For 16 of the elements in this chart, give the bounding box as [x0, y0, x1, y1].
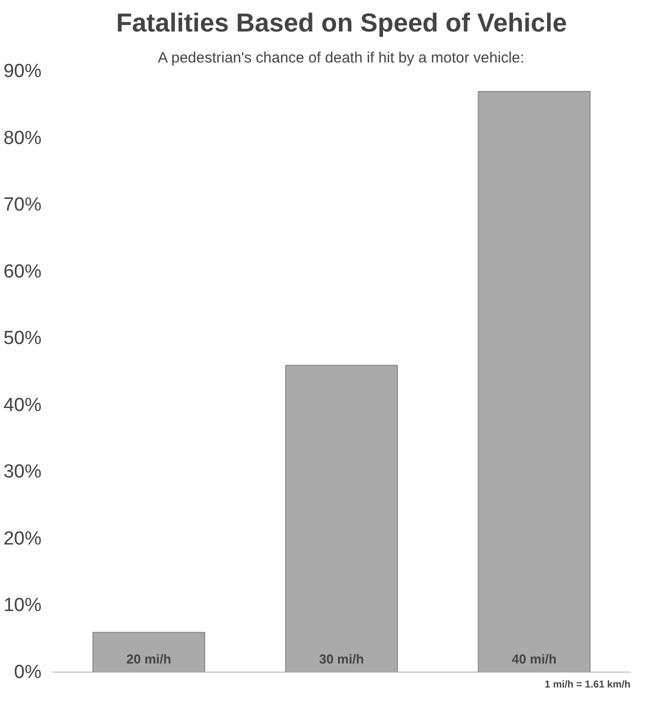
- y-tick-label: 80%: [3, 128, 42, 149]
- y-tick-label: 10%: [3, 595, 42, 616]
- y-tick-label: 90%: [3, 61, 42, 82]
- y-tick-label: 0%: [14, 662, 42, 683]
- x-tick-label: 30 mi/h: [319, 652, 364, 666]
- y-tick-label: 50%: [3, 328, 42, 350]
- y-tick-label: 60%: [3, 261, 42, 282]
- y-tick-label: 20%: [3, 528, 42, 550]
- y-tick-label: 40%: [3, 394, 42, 416]
- y-tick-label: 30%: [3, 462, 42, 483]
- x-tick-label: 40 mi/h: [512, 652, 557, 666]
- y-tick-label: 70%: [3, 194, 42, 216]
- chart-title: Fatalities Based on Speed of Vehicle: [116, 8, 567, 38]
- x-tick-label: 20 mi/h: [126, 652, 172, 666]
- text: 1 mi/h = 1.61 km/h: [544, 680, 630, 690]
- chart-subtitle: A pedestrian's chance of death if hit by a motor vehicle:: [158, 50, 524, 66]
